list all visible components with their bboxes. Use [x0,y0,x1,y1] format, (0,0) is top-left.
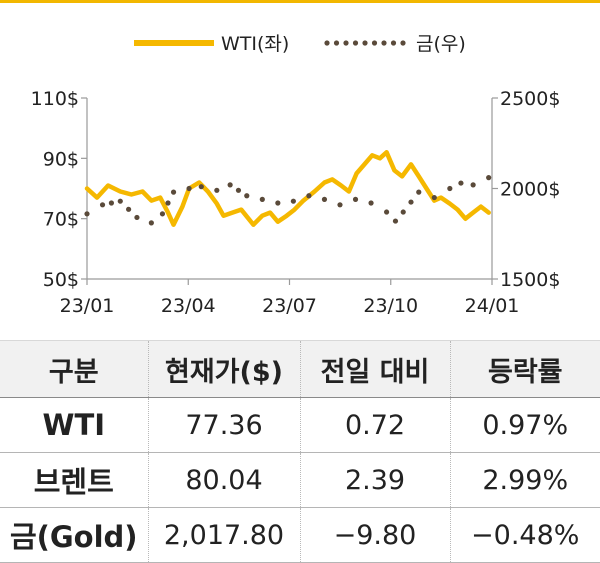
header-category: 구분 [0,340,149,398]
row-name: 브렌트 [0,452,149,508]
right-tick-label: 1500$ [500,269,560,291]
gold-data-point [117,198,123,204]
gold-data-point [458,180,464,186]
x-tick-label: 23/10 [363,295,418,317]
row-rate: 0.97% [450,397,600,453]
x-tick-label: 23/07 [262,295,317,317]
chart-legend: WTI(좌) 금(우) [134,33,466,55]
left-tick-label: 110$ [31,88,79,110]
gold-line-dot [408,199,414,205]
chart-series [84,150,492,227]
table-header-row: 구분 현재가($) 전일 대비 등락률 [0,340,600,398]
header-change: 전일 대비 [300,340,451,398]
gold-data-point [170,189,177,195]
legend-gold-swatch-dot [400,40,406,46]
x-tick-label: 23/04 [161,295,216,317]
gold-data-point [447,185,453,192]
row-change: 0.72 [300,397,451,453]
row-rate: −0.48% [450,507,600,563]
gold-data-point [159,211,166,217]
table-row: 브렌트 80.04 2.39 2.99% [0,452,600,508]
gold-data-point [431,194,437,201]
legend-gold-swatch-dot [381,40,387,46]
gold-data-point [392,218,399,224]
gold-data-point [198,184,204,190]
row-price: 80.04 [148,452,301,508]
gold-line-dot [165,200,171,206]
gold-data-point [134,214,140,221]
legend-gold-swatch-dot [390,40,397,46]
legend-gold-swatch-dot [333,40,340,46]
row-change: 2.39 [300,452,451,508]
wti-line [84,150,491,227]
header-change-rate: 등락률 [450,340,600,398]
gold-data-point [416,189,422,195]
gold-data-point [84,211,90,217]
price-summary-table: 구분 현재가($) 전일 대비 등락률 WTI 77.36 0.72 0.97%… [0,340,600,563]
row-rate: 2.99% [450,452,600,508]
gold-data-point [368,200,374,206]
chart-axes [81,97,498,285]
table-row: 금(Gold) 2,017.80 −9.80 −0.48% [0,507,600,563]
legend-gold-swatch-dot [324,40,330,46]
row-change: −9.80 [300,507,451,563]
legend-gold-swatch-dot [362,40,368,46]
legend-gold-swatch-dot [371,40,378,46]
right-tick-label: 2000$ [500,179,560,201]
gold-data-point [470,182,476,188]
gold-data-point [275,200,281,206]
row-price: 77.36 [148,397,301,453]
price-chart: WTI(좌) 금(우) 50$ 70$ 90$ 110$ 1500$ 2000$ 2500$ 2… [31,33,561,317]
gold-data-point [214,187,220,193]
gold-data-point [244,193,250,199]
legend-gold-swatch-dot [343,40,349,46]
row-name: 금(Gold) [0,507,149,563]
gold-data-point [227,182,233,188]
gold-data-point [306,193,312,199]
gold-data-point [383,209,390,215]
gold-data-point [337,202,343,208]
legend-gold-swatch-dot [352,40,359,46]
gold-data-point [99,202,106,208]
gold-data-point [352,196,359,202]
right-tick-label: 2500$ [500,88,560,110]
gold-data-point [186,185,192,192]
chart-svg: WTI(좌) 금(우) 50$ 70$ 90$ 110$ 1500$ 2000$ 2500$ 2… [31,33,561,317]
gold-data-point [321,196,328,202]
x-tick-label: 24/01 [465,295,520,317]
gold-data-point [486,175,492,181]
gold-data-point [290,198,296,204]
gold-line-dot [235,187,242,193]
left-tick-label: 90$ [43,148,79,170]
legend-gold-label: 금(우) [416,33,466,55]
left-tick-label: 70$ [43,209,79,231]
gold-line-dot [108,200,115,206]
top-accent-rule [0,0,600,3]
gold-data-point [148,220,154,226]
left-tick-label: 50$ [43,269,79,291]
x-tick-label: 23/01 [60,295,115,317]
gold-data-point [259,196,265,202]
row-price: 2,017.80 [148,507,301,563]
header-current-price: 현재가($) [148,340,301,398]
row-name: WTI [0,397,149,453]
chart-ticks: 50$ 70$ 90$ 110$ 1500$ 2000$ 2500$ 23/01 23/04 23… [31,88,561,317]
gold-line-dot [126,206,132,212]
gold-data-point [400,209,406,215]
table-row: WTI 77.36 0.72 0.97% [0,397,600,453]
legend-wti-label: WTI(좌) [221,33,289,55]
